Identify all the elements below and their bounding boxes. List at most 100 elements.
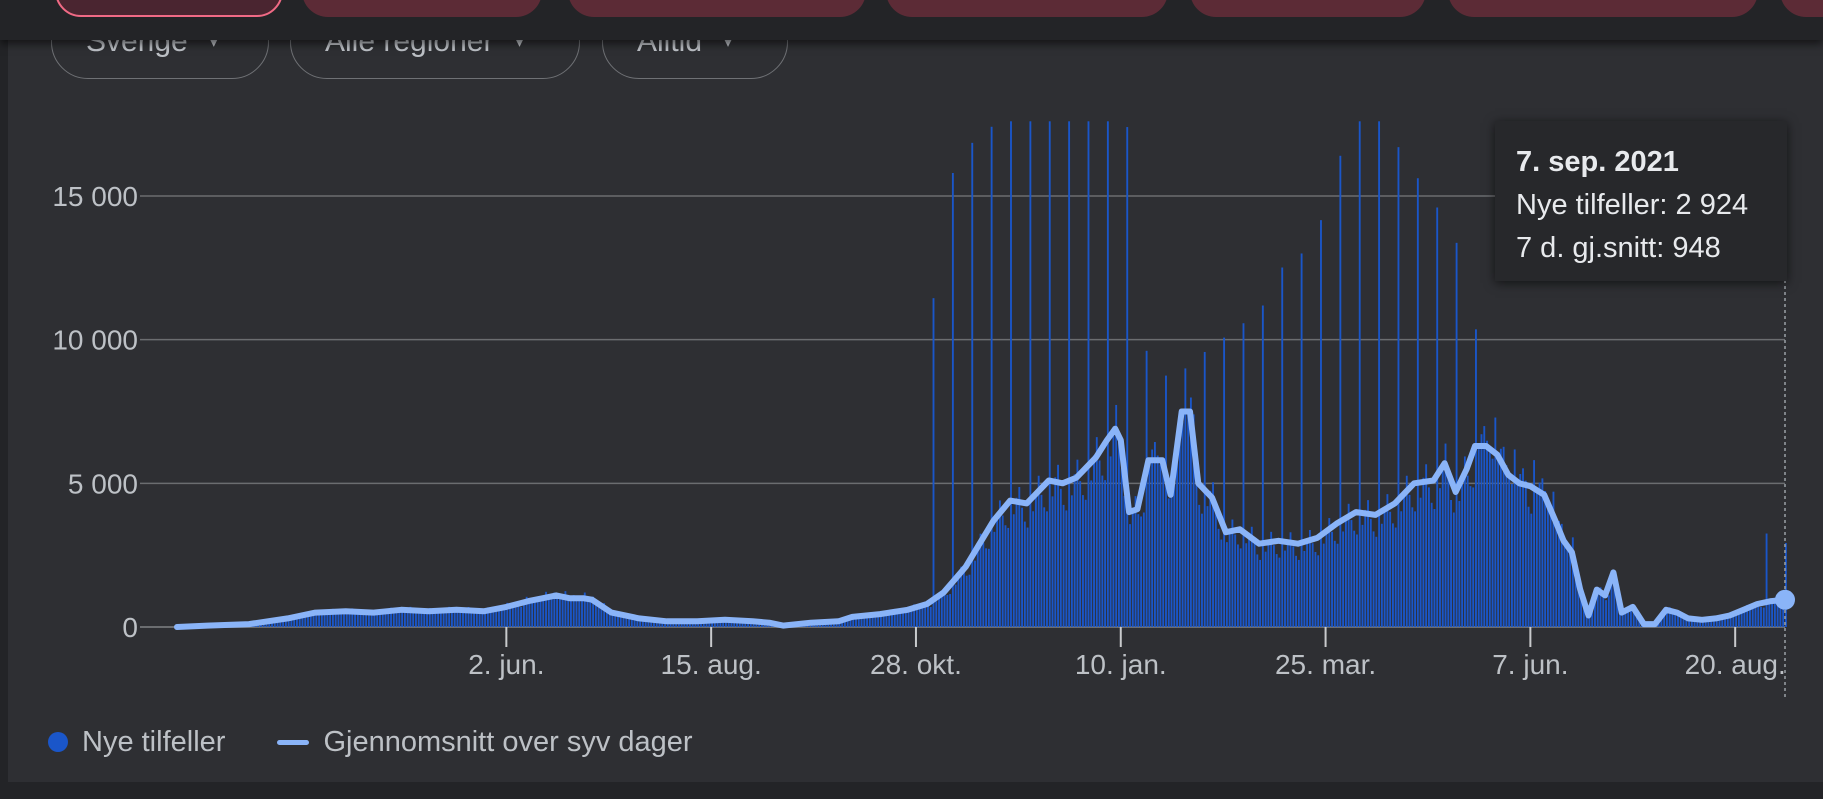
case-bar	[1480, 434, 1483, 627]
legend-item-new-cases[interactable]: Nye tilfeller	[48, 726, 225, 759]
case-bar	[1187, 412, 1190, 627]
case-bar	[644, 618, 647, 627]
case-bar	[724, 619, 727, 627]
case-bar	[935, 601, 938, 627]
case-bar	[1070, 495, 1073, 627]
case-bar	[1231, 519, 1234, 627]
case-bar	[1317, 555, 1320, 627]
case-bar	[1062, 504, 1065, 627]
case-bar	[486, 607, 489, 627]
case-bar	[578, 598, 581, 627]
case-bar	[390, 607, 392, 627]
case-bar	[1613, 572, 1616, 627]
case-bar	[849, 618, 852, 627]
case-bar	[1599, 587, 1602, 627]
case-bar	[586, 598, 589, 627]
case-bar	[1153, 442, 1156, 627]
case-bar	[846, 618, 849, 627]
case-bar	[841, 619, 844, 627]
case-bar	[1444, 443, 1447, 627]
case-bar	[1170, 490, 1173, 627]
case-bar	[1405, 475, 1408, 627]
case-bar	[1162, 468, 1165, 627]
case-bar	[1184, 368, 1187, 627]
case-bar	[545, 591, 547, 627]
case-bar	[1699, 619, 1702, 627]
case-bar	[658, 620, 661, 627]
top-tab[interactable]	[302, 0, 542, 17]
case-bar	[298, 615, 301, 627]
case-bar	[1762, 607, 1765, 627]
case-bar	[401, 609, 404, 627]
case-bar	[1220, 539, 1223, 627]
case-bar	[1389, 511, 1392, 627]
case-bar	[1032, 511, 1035, 627]
case-bar	[1037, 475, 1040, 627]
case-bar	[1189, 397, 1192, 627]
case-bar	[1463, 456, 1466, 627]
case-bar	[1400, 511, 1403, 627]
case-bar	[359, 610, 362, 627]
case-bar	[1339, 155, 1342, 628]
case-bar	[625, 615, 628, 627]
case-bar	[318, 611, 321, 627]
top-tab[interactable]	[568, 0, 866, 17]
case-bar	[1582, 597, 1585, 627]
case-bar	[1115, 404, 1118, 627]
case-bar	[1773, 597, 1776, 627]
case-bar	[1237, 544, 1239, 627]
legend-item-average[interactable]: Gjennomsnitt over syv dager	[277, 726, 693, 759]
case-bar	[1021, 507, 1023, 627]
case-bar	[998, 500, 1001, 627]
case-bar	[1422, 477, 1425, 627]
case-bar	[489, 610, 492, 627]
case-bar	[1126, 127, 1129, 627]
case-bar	[1519, 473, 1522, 627]
case-bar	[1427, 487, 1430, 627]
case-bar	[556, 594, 559, 627]
case-bar	[1010, 121, 1012, 627]
case-bar	[868, 615, 871, 627]
x-tick-label: 10. jan.	[1075, 649, 1167, 680]
case-bar	[1214, 509, 1217, 627]
case-bar	[1403, 490, 1405, 627]
case-bar	[462, 610, 464, 627]
legend-dot-icon	[48, 732, 68, 752]
case-bar	[1165, 375, 1167, 627]
case-bar	[1048, 121, 1051, 627]
top-tab[interactable]	[1448, 0, 1758, 17]
case-bar	[1344, 515, 1347, 627]
case-bar	[1494, 417, 1497, 627]
average-line-series	[174, 408, 1788, 630]
top-tab[interactable]	[886, 0, 1168, 17]
case-bar	[1771, 600, 1774, 627]
case-bar	[1026, 527, 1029, 627]
case-bar	[1591, 602, 1594, 627]
x-tick-label: 15. aug.	[661, 649, 762, 680]
case-bar	[373, 612, 376, 627]
case-bar	[608, 609, 611, 627]
case-bar	[1101, 475, 1104, 627]
case-bar	[1029, 121, 1032, 627]
top-tab[interactable]	[1190, 0, 1426, 17]
case-bar	[1331, 531, 1333, 627]
case-bar	[1461, 476, 1464, 627]
case-bar	[913, 604, 916, 627]
case-bar	[1508, 478, 1511, 627]
case-bar	[539, 599, 542, 627]
case-bar	[1267, 539, 1270, 627]
case-bar	[506, 602, 509, 627]
case-bar	[1391, 523, 1394, 627]
case-bar	[398, 608, 401, 627]
case-bar	[852, 617, 855, 627]
case-bar	[284, 618, 287, 627]
case-bar	[1131, 507, 1134, 627]
case-bar	[1627, 610, 1630, 627]
case-bar	[1491, 458, 1494, 627]
case-bar	[1535, 489, 1538, 627]
hover-point	[1775, 589, 1795, 610]
case-bar	[885, 612, 888, 627]
case-bar	[575, 597, 578, 627]
case-bar	[1690, 618, 1693, 627]
